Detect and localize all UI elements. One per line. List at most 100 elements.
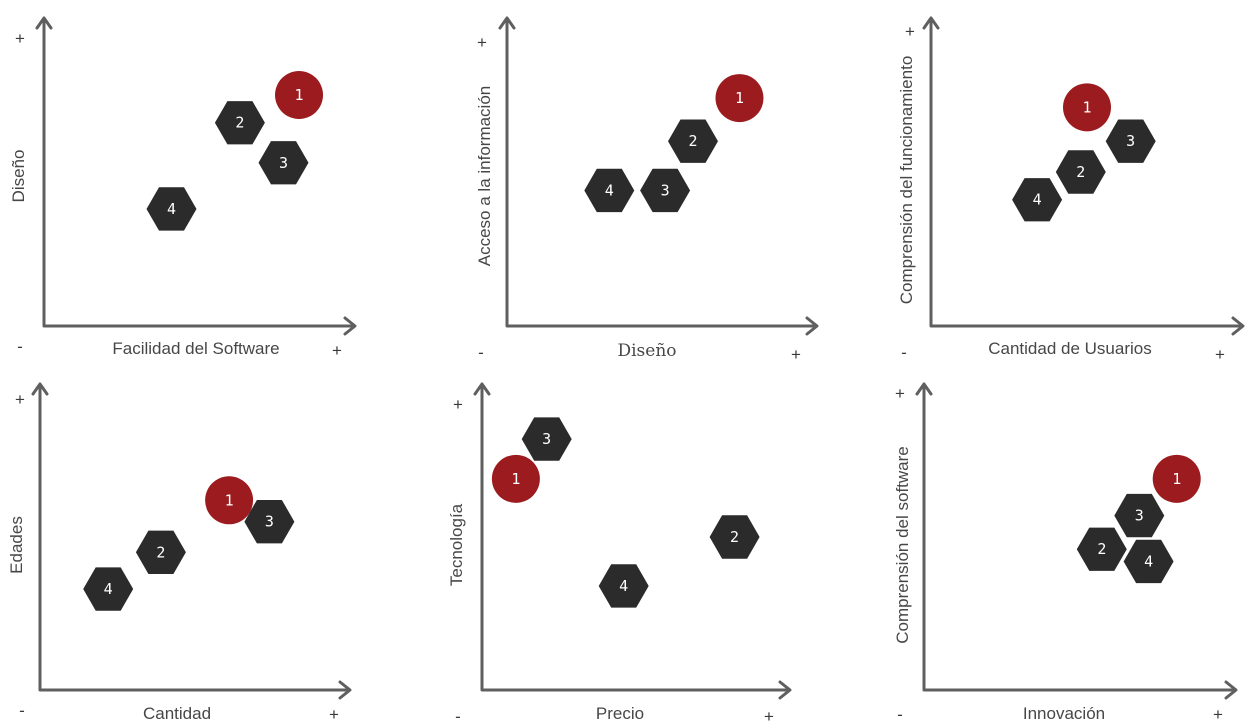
x-axis-arrow-icon bbox=[338, 680, 352, 700]
marker-3: 3 bbox=[1114, 493, 1165, 538]
x-axis-label: Diseño bbox=[617, 341, 676, 361]
hexagon-marker bbox=[1012, 178, 1063, 222]
axis-min-sign: - bbox=[901, 343, 907, 362]
marker-2: 2 bbox=[1076, 527, 1127, 571]
positioning-map-5: Precio Tecnología + + - 1 2 3 4 bbox=[447, 382, 792, 724]
hexagon-marker bbox=[1114, 493, 1165, 538]
hexagon-marker bbox=[83, 567, 134, 611]
marker-1: 1 bbox=[1063, 83, 1111, 132]
marker-label: 1 bbox=[1172, 470, 1181, 488]
marker-2: 2 bbox=[668, 119, 718, 163]
axis-min-sign: - bbox=[17, 337, 23, 356]
hexagon-marker bbox=[521, 417, 572, 461]
x-axis-arrow-icon bbox=[343, 316, 357, 336]
marker-label: 4 bbox=[619, 577, 628, 595]
marker-label: 4 bbox=[167, 200, 176, 218]
highlight-circle-marker bbox=[1063, 83, 1111, 132]
x-axis-arrow-icon bbox=[1224, 680, 1238, 700]
marker-label: 3 bbox=[279, 154, 288, 172]
hexagon-marker bbox=[584, 168, 635, 213]
hexagon-marker bbox=[1076, 527, 1127, 571]
x-axis-arrow-icon bbox=[1231, 316, 1245, 336]
y-axis-arrow-icon bbox=[31, 382, 49, 396]
hexagon-marker bbox=[1105, 119, 1156, 163]
marker-1: 1 bbox=[1152, 454, 1201, 503]
positioning-map-4: Cantidad Edades + + - 1 2 3 4 bbox=[7, 382, 352, 724]
marker-label: 1 bbox=[511, 470, 520, 488]
axes bbox=[922, 386, 1234, 692]
y-axis-arrow-icon bbox=[498, 16, 516, 30]
marker-label: 2 bbox=[1076, 163, 1085, 181]
axes bbox=[42, 20, 353, 328]
axis-min-sign: - bbox=[19, 701, 25, 720]
marker-label: 2 bbox=[688, 132, 697, 150]
marker-1: 1 bbox=[275, 71, 324, 119]
marker-label: 3 bbox=[1126, 132, 1135, 150]
x-axis-label: Facilidad del Software bbox=[112, 339, 279, 358]
marker-label: 2 bbox=[235, 114, 244, 132]
axes bbox=[505, 20, 815, 328]
x-axis-label: Precio bbox=[596, 704, 644, 723]
positioning-map-3: Cantidad de Usuarios Comprensión del func… bbox=[897, 16, 1245, 364]
marker-2: 2 bbox=[214, 101, 265, 145]
marker-label: 2 bbox=[730, 528, 739, 546]
marker-3: 3 bbox=[640, 168, 691, 213]
hexagon-marker bbox=[244, 500, 295, 544]
hexagon-marker bbox=[135, 530, 186, 574]
marker-3: 3 bbox=[1105, 119, 1156, 163]
marker-label: 4 bbox=[1144, 552, 1153, 570]
axes bbox=[38, 386, 348, 692]
x-axis-arrow-icon bbox=[805, 316, 819, 336]
x-axis-max-sign: + bbox=[329, 705, 339, 724]
marker-label: 2 bbox=[156, 543, 165, 561]
marker-label: 3 bbox=[661, 181, 670, 199]
marker-4: 4 bbox=[584, 168, 635, 213]
y-axis-max-sign: + bbox=[453, 395, 463, 414]
y-axis-max-sign: + bbox=[895, 384, 905, 403]
marker-label: 1 bbox=[735, 89, 744, 107]
marker-label: 1 bbox=[225, 491, 234, 509]
marker-4: 4 bbox=[83, 567, 134, 611]
y-axis-arrow-icon bbox=[922, 16, 940, 30]
highlight-circle-marker bbox=[275, 71, 324, 119]
marker-label: 4 bbox=[605, 181, 614, 199]
marker-label: 2 bbox=[1097, 540, 1106, 558]
y-axis-max-sign: + bbox=[15, 390, 25, 409]
hexagon-marker bbox=[709, 515, 760, 559]
marker-1: 1 bbox=[715, 74, 764, 123]
x-axis-max-sign: + bbox=[764, 707, 774, 724]
hexagon-marker bbox=[1123, 539, 1174, 584]
marker-3: 3 bbox=[521, 417, 572, 461]
y-axis-arrow-icon bbox=[35, 16, 53, 30]
marker-label: 4 bbox=[1033, 191, 1042, 209]
axis-min-sign: - bbox=[478, 343, 484, 362]
y-axis-label: Edades bbox=[7, 516, 26, 574]
marker-4: 4 bbox=[146, 187, 197, 231]
y-axis-label: Comprensión del software bbox=[893, 446, 912, 643]
marker-label: 4 bbox=[104, 580, 113, 598]
hexagon-marker bbox=[214, 101, 265, 145]
marker-3: 3 bbox=[244, 500, 295, 544]
y-axis-arrow-icon bbox=[915, 382, 933, 396]
y-axis-label: Acceso a la información bbox=[475, 86, 494, 266]
marker-label: 3 bbox=[265, 513, 274, 531]
positioning-map-2: Diseño Acceso a la información + + - 1 2 3 4 bbox=[475, 16, 819, 364]
hexagon-marker bbox=[146, 187, 197, 231]
x-axis-label: Cantidad bbox=[143, 704, 211, 723]
y-axis-arrow-icon bbox=[473, 382, 491, 396]
y-axis-max-sign: + bbox=[905, 22, 915, 41]
marker-4: 4 bbox=[1012, 178, 1063, 222]
marker-4: 4 bbox=[1123, 539, 1174, 584]
highlight-circle-marker bbox=[205, 476, 254, 525]
x-axis-arrow-icon bbox=[778, 680, 792, 700]
marker-label: 3 bbox=[1135, 507, 1144, 525]
marker-1: 1 bbox=[491, 454, 540, 503]
y-axis-label: Comprensión del funcionamiento bbox=[897, 56, 916, 305]
highlight-circle-marker bbox=[1152, 454, 1201, 503]
x-axis-label: Cantidad de Usuarios bbox=[988, 339, 1151, 358]
axes bbox=[929, 20, 1241, 328]
hexagon-marker bbox=[258, 141, 309, 185]
x-axis-label: Innovación bbox=[1023, 704, 1105, 723]
hexagon-marker bbox=[598, 564, 649, 608]
